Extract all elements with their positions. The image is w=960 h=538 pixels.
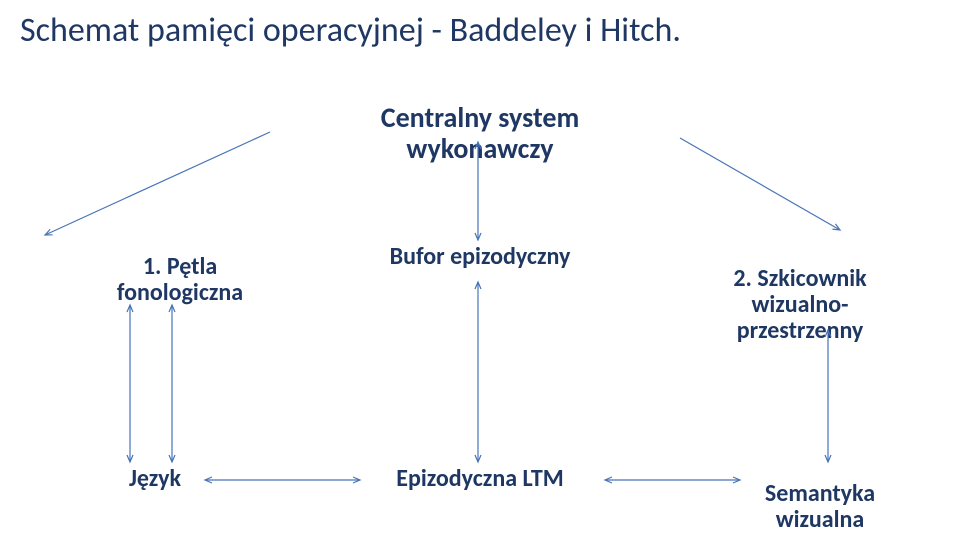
- node-buffer: Bufor epizodyczny: [330, 244, 630, 270]
- node-sem: Semantyka wizualna: [670, 481, 960, 534]
- node-sketch: 2. Szkicownik wizualno- przestrzenny: [650, 266, 950, 345]
- node-ltm: Epizodyczna LTM: [330, 466, 630, 492]
- diagram-title: Schemat pamięci operacyjnej - Baddeley i…: [20, 10, 681, 51]
- node-central: Centralny system wykonawczy: [330, 103, 630, 165]
- node-loop: 1. Pętla fonologiczna: [30, 254, 330, 307]
- arrow: [680, 138, 840, 230]
- node-lang: Język: [5, 466, 305, 492]
- arrow: [45, 132, 270, 235]
